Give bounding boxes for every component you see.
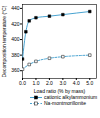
svg-text:440: 440: [11, 5, 20, 11]
svg-text:Load ratio (% by mass): Load ratio (% by mass): [34, 88, 86, 94]
svg-text:Decomposition temperature (°C): Decomposition temperature (°C): [1, 5, 7, 77]
svg-text:1.0: 1.0: [32, 80, 39, 86]
svg-text:3.0: 3.0: [59, 80, 66, 86]
svg-text:380: 380: [11, 52, 20, 58]
svg-text:5.0: 5.0: [86, 80, 93, 86]
svg-text:4.0: 4.0: [73, 80, 80, 86]
svg-text:400: 400: [11, 36, 20, 42]
html-text:Na-montmorillonite: Na-montmorillonite: [44, 100, 86, 106]
svg-text:2.0: 2.0: [46, 80, 53, 86]
svg-text:420: 420: [11, 21, 20, 27]
svg-text:0.0: 0.0: [19, 80, 26, 86]
svg-text:360: 360: [11, 67, 20, 73]
html-text:cationic alkylammonium: cationic alkylammonium: [44, 94, 98, 100]
